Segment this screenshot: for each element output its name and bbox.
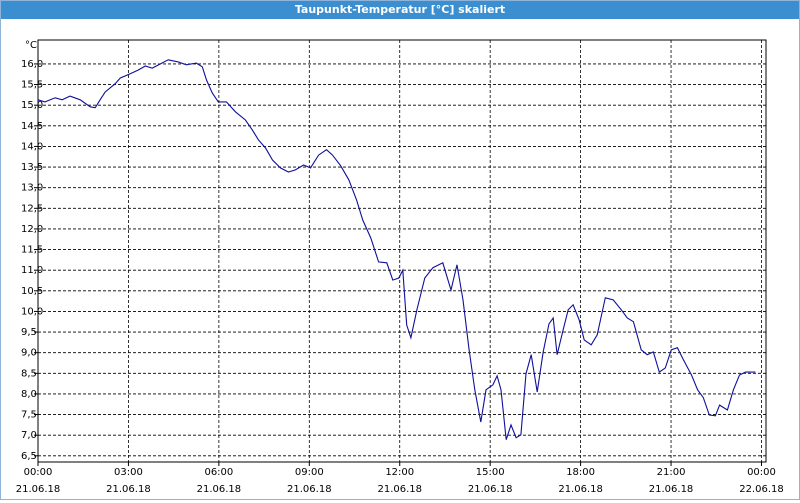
x-tick-label: 18:00 — [566, 467, 595, 478]
y-tick-label: 10,0 — [21, 306, 43, 317]
x-tick-date: 21.06.18 — [468, 484, 513, 495]
y-tick-label: 15,0 — [21, 100, 43, 111]
y-tick-label: 7,5 — [21, 410, 37, 421]
y-tick-label: 12,5 — [21, 203, 43, 214]
plot-frame — [37, 39, 767, 463]
y-tick-label: 13,0 — [21, 183, 43, 194]
x-tick-label: 15:00 — [476, 467, 505, 478]
y-tick-label: 14,5 — [21, 121, 43, 132]
y-tick-label: 15,5 — [21, 80, 43, 91]
x-tick-date: 21.06.18 — [16, 484, 61, 495]
x-tick-date: 21.06.18 — [649, 484, 694, 495]
x-tick-date: 21.06.18 — [106, 484, 151, 495]
x-tick-date: 21.06.18 — [377, 484, 422, 495]
y-tick-label: 9,0 — [21, 348, 37, 359]
y-tick-label: 16,0 — [21, 59, 43, 70]
title-bar: Taupunkt-Temperatur [°C] skaliert — [1, 1, 799, 19]
x-tick-date: 21.06.18 — [287, 484, 332, 495]
y-tick-label: 6,5 — [21, 451, 37, 462]
y-tick-label: 13,5 — [21, 162, 43, 173]
x-tick-label: 06:00 — [204, 467, 233, 478]
y-tick-label: 8,5 — [21, 368, 37, 379]
chart: °C 6,5 7,0 7,5 8,0 8,5 9,0 9,5 10,0 10,5 11,0 11,5… — [16, 39, 784, 495]
x-tick-label: 21:00 — [657, 467, 686, 478]
x-tick-date: 21.06.18 — [558, 484, 603, 495]
x-tick-label: 09:00 — [295, 467, 324, 478]
x-tick-label: 00:00 — [747, 467, 776, 478]
y-tick-label: 7,0 — [21, 430, 37, 441]
x-tick-label: 03:00 — [114, 467, 143, 478]
y-tick-label: 10,5 — [21, 286, 43, 297]
y-tick-label: 8,0 — [21, 389, 37, 400]
data-line — [37, 59, 756, 440]
y-tick-label: 14,0 — [21, 141, 43, 152]
y-unit: °C — [25, 40, 37, 51]
y-tick-label: 11,0 — [21, 265, 43, 276]
x-tick-label: 00:00 — [24, 467, 53, 478]
y-tick-label: 11,5 — [21, 245, 43, 256]
y-tick-label: 9,5 — [21, 327, 37, 338]
y-tick-label: 12,0 — [21, 224, 43, 235]
x-tick-date: 22.06.18 — [739, 484, 784, 495]
x-tick-label: 12:00 — [385, 467, 414, 478]
x-tick-date: 21.06.18 — [197, 484, 242, 495]
